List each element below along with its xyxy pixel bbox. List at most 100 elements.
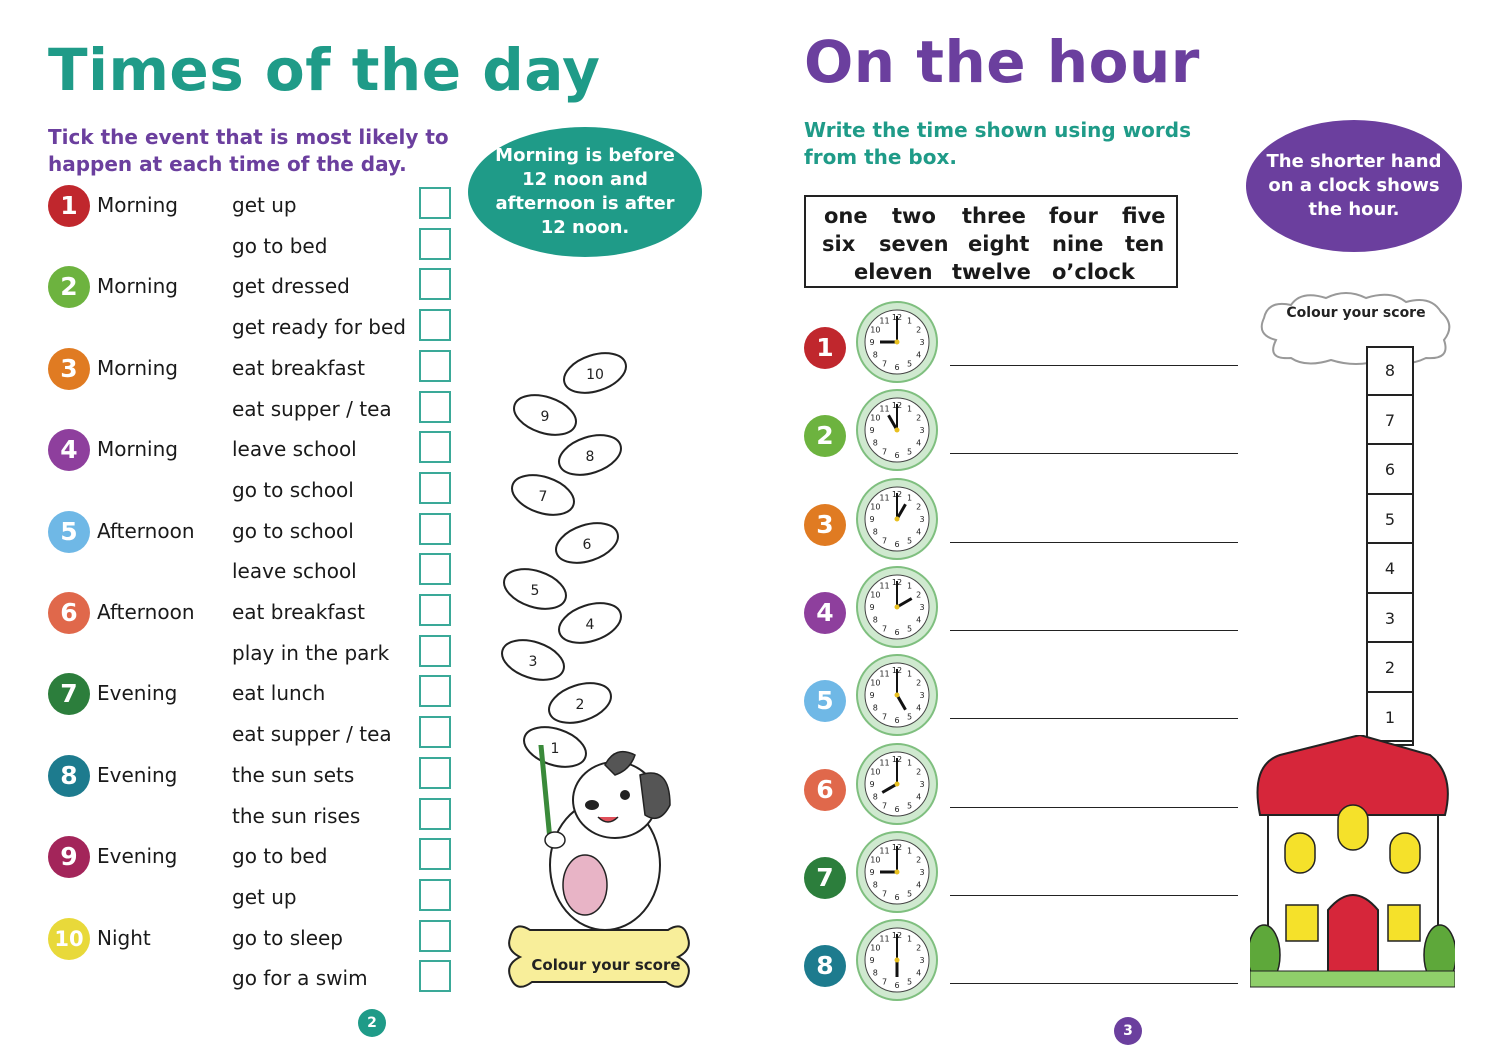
tick-box[interactable] (419, 878, 451, 911)
answer-line (950, 806, 1238, 808)
hour-hand (887, 414, 899, 432)
tick-box[interactable] (419, 838, 451, 871)
clock-numeral: 9 (869, 515, 874, 524)
tick-box[interactable] (419, 594, 451, 626)
time-answer-input[interactable] (950, 864, 1242, 897)
event-option: get up (232, 884, 297, 909)
clock-numeral: 6 (894, 805, 899, 814)
clock-numeral: 5 (907, 713, 912, 722)
tick-box[interactable] (419, 675, 451, 708)
clock-numeral: 8 (873, 792, 878, 801)
clock-numeral: 10 (870, 414, 880, 423)
word-three: three (962, 204, 1026, 228)
time-answer-input[interactable] (950, 511, 1242, 544)
clock-numeral: 10 (870, 855, 880, 864)
clock-question-number-6: 6 (804, 768, 846, 811)
tick-box[interactable] (419, 553, 451, 586)
clock-numeral: 11 (879, 581, 889, 590)
clock-numeral: 4 (916, 615, 921, 624)
tick-box[interactable] (419, 227, 451, 260)
clock-numeral: 10 (870, 590, 880, 599)
hour-hand (895, 503, 907, 520)
chimney-score-cell[interactable]: 7 (1366, 396, 1414, 445)
tick-box[interactable] (419, 268, 451, 301)
chimney-number: 8 (1384, 361, 1396, 380)
clock-numeral: 8 (873, 351, 878, 360)
time-answer-input[interactable] (950, 953, 1242, 986)
clock-numeral: 1 (907, 934, 912, 943)
tick-box[interactable] (419, 390, 451, 423)
chimney-score-cell[interactable]: 4 (1366, 544, 1414, 594)
clock-numeral: 10 (870, 767, 880, 776)
clock-numeral: 9 (869, 603, 874, 612)
sausage-number: 3 (529, 654, 538, 670)
clock-numeral: 4 (916, 880, 921, 889)
clock-numeral: 2 (916, 590, 921, 599)
tick-box[interactable] (419, 349, 451, 382)
clock-numeral: 7 (882, 360, 887, 369)
question-number-1: 1 (48, 185, 90, 227)
clock-numeral: 1 (907, 846, 912, 855)
chimney-score-cell[interactable]: 3 (1366, 594, 1414, 643)
chimney-score-cell[interactable]: 2 (1366, 643, 1414, 693)
house-illustration (1250, 735, 1455, 988)
tick-box[interactable] (419, 919, 451, 952)
tick-box[interactable] (419, 756, 451, 789)
clock-numeral: 7 (882, 448, 887, 457)
event-option: go to bed (232, 233, 328, 258)
chimney-score-cell[interactable]: 8 (1366, 346, 1414, 396)
event-option: get ready for bed (232, 315, 406, 340)
sausage-1: 1 (523, 726, 587, 768)
event-option: play in the park (232, 640, 390, 665)
clock-numeral: 5 (907, 448, 912, 457)
tick-box[interactable] (419, 512, 451, 545)
time-of-day-label: Evening (97, 844, 178, 869)
clock-numeral: 11 (879, 493, 889, 502)
word-eleven: eleven (854, 260, 933, 284)
sausage-number: 7 (539, 489, 548, 505)
event-option: go for a swim (232, 966, 368, 991)
clock-numeral: 8 (873, 704, 878, 713)
chimney-score-cell[interactable]: 6 (1366, 445, 1414, 495)
chimney-number: 1 (1384, 707, 1396, 727)
chimney-score-cell[interactable]: 5 (1366, 495, 1414, 544)
time-answer-input[interactable] (950, 423, 1242, 456)
clock-numeral: 4 (916, 969, 921, 978)
answer-line (950, 718, 1238, 720)
tick-box[interactable] (419, 634, 451, 667)
sausage-8: 8 (558, 434, 622, 476)
right-instruction: Write the time shown using words from th… (804, 118, 1192, 169)
chimney-number: 4 (1384, 559, 1396, 578)
score-bone (508, 925, 690, 988)
tick-box[interactable] (419, 187, 451, 219)
question-number-10: 10 (48, 917, 90, 960)
tick-box[interactable] (419, 797, 451, 830)
time-answer-input[interactable] (950, 599, 1242, 632)
answer-line (950, 453, 1238, 455)
clock-numeral: 1 (907, 493, 912, 502)
right-page-title: On the hour (804, 28, 1200, 96)
tick-box[interactable] (419, 309, 451, 342)
time-answer-input[interactable] (950, 776, 1242, 809)
time-answer-input[interactable] (950, 335, 1242, 367)
clock-numeral: 9 (869, 338, 874, 347)
clock-question-number-7: 7 (804, 856, 846, 899)
tick-box[interactable] (419, 471, 451, 504)
chimney-number: 7 (1384, 410, 1396, 430)
tick-box[interactable] (419, 716, 451, 749)
clock-numeral: 4 (916, 527, 921, 536)
sausage-stack-illustration: 10 9 8 7 6 5 4 3 2 1 (501, 352, 627, 768)
event-option: eat supper / tea (232, 722, 392, 747)
tick-box[interactable] (419, 960, 451, 993)
time-answer-input[interactable] (950, 688, 1242, 721)
sausage-4: 4 (558, 602, 622, 644)
time-of-day-label: Afternoon (97, 518, 195, 543)
question-number-9: 9 (48, 836, 90, 879)
tick-box[interactable] (419, 431, 451, 464)
hour-hand (896, 597, 913, 609)
dog-illustration (538, 745, 671, 931)
question-number-5: 5 (48, 510, 90, 553)
chimney-score-cell[interactable]: 1 (1366, 693, 1414, 742)
clock-numeral: 1 (907, 316, 912, 325)
